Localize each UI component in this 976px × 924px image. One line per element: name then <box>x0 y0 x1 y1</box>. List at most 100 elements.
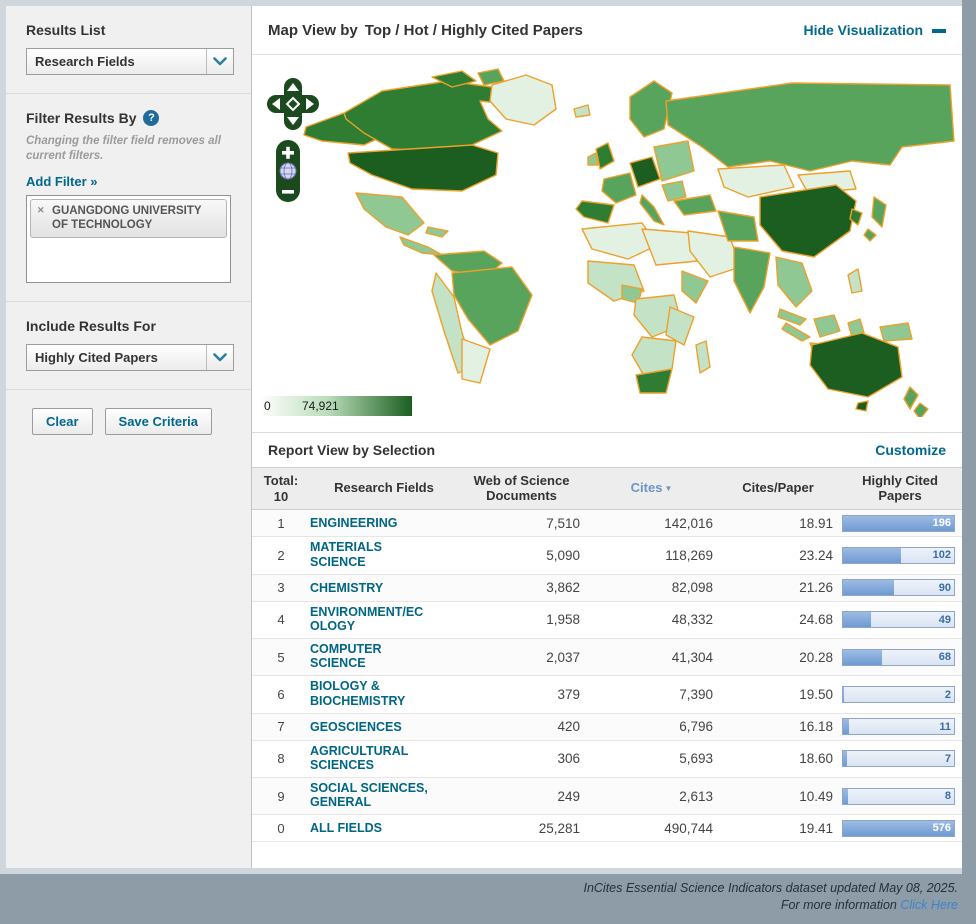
highly-cited-bar[interactable]: 196 <box>842 514 955 532</box>
more-info-text: For more information <box>780 897 897 912</box>
collapse-icon <box>932 29 946 33</box>
row-cites-per-paper: 23.24 <box>799 547 833 563</box>
bar-value: 2 <box>944 688 951 701</box>
highly-cited-bar[interactable]: 102 <box>842 546 955 564</box>
map-view-title: Top / Hot / Highly Cited Papers <box>364 21 583 39</box>
customize-link[interactable]: Customize <box>875 442 946 458</box>
row-cites: 82,098 <box>671 580 713 596</box>
choropleth-map-svg[interactable] <box>252 57 961 417</box>
table-row: 2 MATERIALS SCIENCE 5,090 118,269 23.24 102 <box>252 537 962 575</box>
research-field-link[interactable]: MATERIALS SCIENCE <box>310 540 382 569</box>
row-documents: 25,281 <box>538 820 580 836</box>
row-rank: 4 <box>277 612 285 628</box>
row-cites: 490,744 <box>664 820 713 836</box>
bar-value: 8 <box>944 790 951 803</box>
app-window: Results List Research Fields Filter Resu… <box>6 6 962 868</box>
bar-value: 11 <box>939 720 951 733</box>
highly-cited-bar[interactable]: 49 <box>842 611 955 629</box>
row-documents: 249 <box>557 788 580 804</box>
research-field-link[interactable]: BIOLOGY & BIOCHEMISTRY <box>310 679 406 708</box>
table-row: 7 GEOSCIENCES 420 6,796 16.18 11 <box>252 713 962 741</box>
dataset-updated-text: InCites Essential Science Indicators dat… <box>583 881 958 895</box>
table-row: 0 ALL FIELDS 25,281 490,744 19.41 576 <box>252 815 962 843</box>
table-row: 6 BIOLOGY & BIOCHEMISTRY 379 7,390 19.50 2 <box>252 676 962 714</box>
row-rank: 3 <box>277 580 285 596</box>
row-cites-per-paper: 21.26 <box>799 580 833 596</box>
active-filters-box: ✕ GUANGDONG UNIVERSITY OF TECHNOLOGY <box>26 194 231 283</box>
highly-cited-bar[interactable]: 576 <box>842 819 955 837</box>
row-cites: 2,613 <box>679 788 713 804</box>
highly-cited-bar[interactable]: 8 <box>842 787 955 805</box>
column-header-cites-per-paper[interactable]: Cites/Paper <box>742 480 814 496</box>
research-field-link[interactable]: ENGINEERING <box>310 516 398 531</box>
research-field-link[interactable]: CHEMISTRY <box>310 580 384 595</box>
results-list-dropdown[interactable]: Research Fields <box>26 48 234 75</box>
research-field-link[interactable]: ENVIRONMENT/ECOLOGY <box>310 604 424 633</box>
legend-min-value: 0 <box>264 399 271 413</box>
filter-tag: ✕ GUANGDONG UNIVERSITY OF TECHNOLOGY <box>30 198 227 238</box>
bar-value: 68 <box>938 651 951 664</box>
highly-cited-bar[interactable]: 11 <box>842 718 955 736</box>
map-view-label: Map View by <box>268 21 358 39</box>
include-results-title: Include Results For <box>26 317 156 334</box>
bar-value: 102 <box>932 549 951 562</box>
column-header-highly-cited[interactable]: Highly Cited Papers <box>862 472 938 503</box>
bar-value: 576 <box>932 822 951 835</box>
world-map[interactable]: 0 74,921 <box>252 55 962 432</box>
row-rank: 8 <box>277 751 285 767</box>
map-controls <box>267 78 319 233</box>
highly-cited-bar[interactable]: 90 <box>842 579 955 597</box>
table-row: 5 COMPUTER SCIENCE 2,037 41,304 20.28 68 <box>252 638 962 677</box>
highly-cited-bar[interactable]: 2 <box>842 686 955 703</box>
zoom-control-icon <box>276 140 300 202</box>
table-header-row: Total: 10 Research Fields Web of Science… <box>252 467 962 511</box>
row-cites: 142,016 <box>664 515 713 531</box>
research-field-link[interactable]: AGRICULTURAL SCIENCES <box>310 743 409 773</box>
table-row: 4 ENVIRONMENT/ECOLOGY 1,958 48,332 24.68 49 <box>252 601 962 639</box>
results-list-section: Results List Research Fields <box>6 6 251 93</box>
research-field-link[interactable]: COMPUTER SCIENCE <box>310 641 382 671</box>
hide-visualization-label: Hide Visualization <box>803 22 923 38</box>
row-cites-per-paper: 19.50 <box>799 687 833 702</box>
column-header-cites[interactable]: Cites ▼ <box>630 480 673 496</box>
sidebar-divider <box>6 300 251 302</box>
report-header: Report View by Selection Customize <box>252 432 962 467</box>
help-icon[interactable]: ? <box>143 110 160 126</box>
bar-value: 49 <box>938 613 951 626</box>
legend-max-value: 74,921 <box>302 399 339 413</box>
row-cites: 48,332 <box>671 612 713 628</box>
research-field-link[interactable]: ALL FIELDS <box>310 821 382 836</box>
filter-section: Filter Results By ? Changing the filter … <box>6 94 251 301</box>
table-row: 1 ENGINEERING 7,510 142,016 18.91 196 <box>252 510 962 538</box>
sidebar: Results List Research Fields Filter Resu… <box>6 6 252 868</box>
save-criteria-button[interactable]: Save Criteria <box>104 407 213 435</box>
row-rank: 5 <box>277 649 285 665</box>
row-documents: 1,958 <box>546 612 580 628</box>
add-filter-link[interactable]: Add Filter » <box>26 173 98 189</box>
include-results-dropdown[interactable]: Highly Cited Papers <box>26 343 234 371</box>
row-cites-per-paper: 19.41 <box>799 820 833 836</box>
table-row: 8 AGRICULTURAL SCIENCES 306 5,693 18.60 7 <box>252 740 962 779</box>
row-cites: 5,693 <box>679 751 713 767</box>
sidebar-divider <box>6 93 251 94</box>
row-cites-per-paper: 24.68 <box>799 612 833 628</box>
column-header-research-fields[interactable]: Research Fields <box>334 480 434 496</box>
remove-filter-icon[interactable]: ✕ <box>37 204 45 215</box>
hide-visualization-button[interactable]: Hide Visualization <box>803 22 946 38</box>
clear-button[interactable]: Clear <box>32 407 93 435</box>
row-documents: 2,037 <box>546 649 580 665</box>
bar-value: 90 <box>938 581 951 594</box>
highly-cited-bar[interactable]: 68 <box>842 648 955 666</box>
highly-cited-bar[interactable]: 7 <box>842 750 955 768</box>
row-cites-per-paper: 18.91 <box>799 515 833 531</box>
map-legend: 0 74,921 <box>260 396 412 416</box>
row-cites: 118,269 <box>665 547 713 563</box>
results-list-title: Results List <box>26 22 106 38</box>
column-header-documents[interactable]: Web of Science Documents <box>473 472 570 503</box>
include-results-selected: Highly Cited Papers <box>35 349 158 365</box>
click-here-link[interactable]: Click Here <box>900 897 958 912</box>
sidebar-divider <box>6 388 251 390</box>
pan-compass-icon <box>267 78 319 130</box>
research-field-link[interactable]: SOCIAL SCIENCES, GENERAL <box>310 781 428 810</box>
research-field-link[interactable]: GEOSCIENCES <box>310 719 402 734</box>
